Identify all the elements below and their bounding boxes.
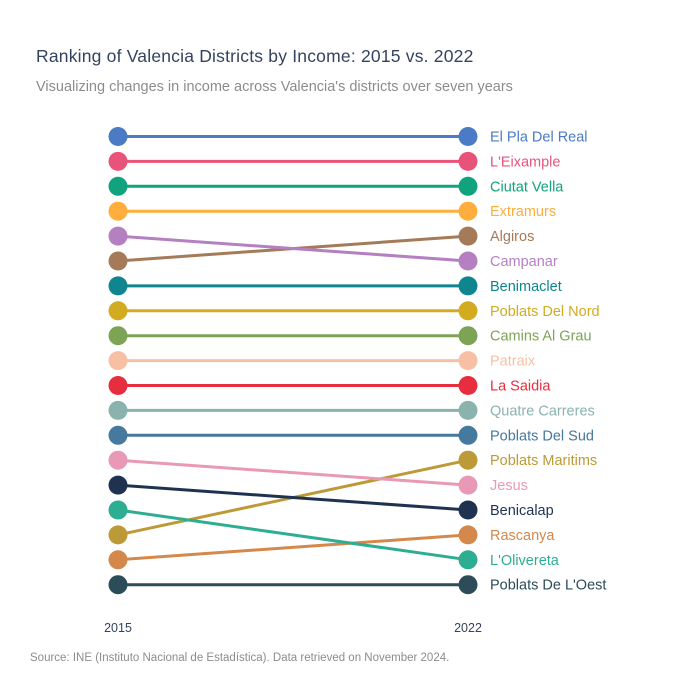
rank-dot-2022-l-olivereta [458,550,478,570]
district-label-l-eixample: L'Eixample [490,154,560,170]
rank-dot-2022-camins-al-grau [458,326,478,346]
rank-dot-2015-extramurs [108,201,128,221]
rank-dot-2022-el-pla-del-real [458,127,478,146]
district-label-camins-al-grau: Camins Al Grau [490,329,592,345]
district-label-rascanya: Rascanya [490,528,555,544]
rank-dot-2022-campanar [458,251,478,271]
source-note: Source: INE (Instituto Nacional de Estad… [30,652,450,664]
district-label-l-olivereta: L'Olivereta [490,553,560,569]
district-label-campanar: Campanar [490,254,558,270]
rank-dot-2022-rascanya [458,525,478,545]
slope-line-campanar [117,234,469,263]
rank-dot-2022-l-eixample [458,151,478,171]
rank-dot-2022-poblats-maritims [458,450,478,470]
rank-dot-2015-ciutat-vella [108,176,128,196]
district-label-algiros: Algiros [490,229,534,245]
axis-label-2022: 2022 [454,621,482,635]
rank-dot-2015-quatre-carreres [108,400,128,420]
rank-dot-2022-jesus [458,475,478,495]
district-label-poblats-de-l-oest: Poblats De L'Oest [490,578,606,594]
rank-dot-2015-patraix [108,351,128,371]
page-title: Ranking of Valencia Districts by Income:… [36,46,474,66]
rank-dot-2015-l-olivereta [108,500,128,520]
rank-dot-2015-el-pla-del-real [108,127,128,146]
rank-dot-2015-benimaclet [108,276,128,296]
rank-dot-2015-poblats-del-nord [108,301,128,321]
rank-dot-2022-quatre-carreres [458,400,478,420]
rank-dot-2022-ciutat-vella [458,176,478,196]
slope-line-l-olivereta [117,508,469,562]
slope-line-jesus [117,458,469,487]
district-label-poblats-maritims: Poblats Maritims [490,453,597,469]
district-label-benicalap: Benicalap [490,503,554,519]
district-label-poblats-del-nord: Poblats Del Nord [490,304,600,320]
district-label-el-pla-del-real: El Pla Del Real [490,130,588,146]
rank-dot-2015-algiros [108,251,128,271]
rank-dot-2022-benimaclet [458,276,478,296]
rank-dot-2015-benicalap [108,475,128,495]
rank-dot-2022-poblats-de-l-oest [458,575,478,595]
rank-dot-2015-poblats-maritims [108,525,128,545]
district-label-benimaclet: Benimaclet [490,279,562,295]
slope-line-benicalap [117,483,469,512]
district-label-ciutat-vella: Ciutat Vella [490,179,564,195]
slope-line-rascanya [117,533,469,562]
rank-dot-2015-campanar [108,226,128,246]
rank-dot-2015-jesus [108,450,128,470]
rank-dot-2022-benicalap [458,500,478,520]
district-label-patraix: Patraix [490,354,536,370]
rank-dot-2015-camins-al-grau [108,326,128,346]
page-subtitle: Visualizing changes in income across Val… [36,79,513,95]
rank-dot-2015-rascanya [108,550,128,570]
rank-dot-2022-algiros [458,226,478,246]
district-label-extramurs: Extramurs [490,204,556,220]
district-label-poblats-del-sud: Poblats Del Sud [490,428,594,444]
axis-label-2015: 2015 [104,621,132,635]
rank-dot-2015-poblats-de-l-oest [108,575,128,595]
rank-dot-2022-extramurs [458,201,478,221]
rank-dot-2015-la-saidia [108,376,128,395]
district-label-la-saidia: La Saidia [490,379,551,395]
district-label-jesus: Jesus [490,478,528,494]
rank-dot-2015-poblats-del-sud [108,425,128,445]
rank-dot-2022-poblats-del-sud [458,425,478,445]
rank-dot-2022-patraix [458,351,478,371]
district-label-quatre-carreres: Quatre Carreres [490,403,595,419]
rank-dot-2022-poblats-del-nord [458,301,478,321]
rank-dot-2022-la-saidia [458,376,478,395]
rank-dot-2015-l-eixample [108,151,128,171]
